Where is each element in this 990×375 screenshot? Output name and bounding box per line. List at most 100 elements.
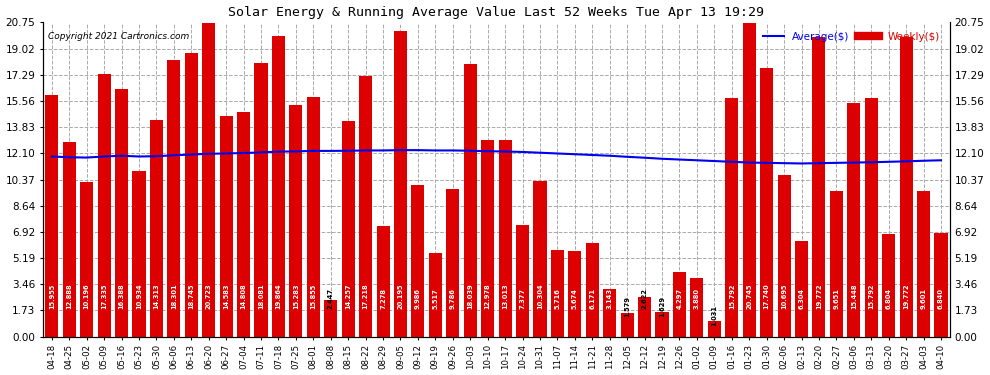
Text: 4.297: 4.297 [676, 288, 682, 309]
Bar [638, 297, 651, 337]
Text: 15.792: 15.792 [868, 284, 874, 309]
Text: 10.934: 10.934 [136, 284, 142, 309]
Text: 12.978: 12.978 [485, 284, 491, 309]
Bar [272, 36, 285, 337]
Text: 1.031: 1.031 [712, 304, 718, 326]
Text: 9.601: 9.601 [921, 288, 927, 309]
Bar [499, 140, 512, 337]
Text: 1.579: 1.579 [624, 297, 631, 317]
Text: 9.786: 9.786 [449, 288, 455, 309]
Text: Copyright 2021 Cartronics.com: Copyright 2021 Cartronics.com [48, 32, 189, 41]
Bar [550, 250, 564, 337]
Bar [185, 53, 198, 337]
Bar [133, 171, 146, 337]
Bar [673, 272, 686, 337]
Bar [534, 181, 546, 337]
Bar [777, 175, 791, 337]
Legend: Average($), Weekly($): Average($), Weekly($) [759, 28, 943, 46]
Text: 18.081: 18.081 [258, 284, 264, 309]
Text: 14.257: 14.257 [346, 284, 351, 309]
Bar [359, 76, 372, 337]
Text: 18.745: 18.745 [188, 284, 194, 309]
Bar [394, 31, 407, 337]
Text: 12.888: 12.888 [66, 284, 72, 309]
Text: 6.804: 6.804 [886, 288, 892, 309]
Bar [46, 95, 58, 337]
Text: 16.388: 16.388 [119, 284, 125, 309]
Bar [446, 189, 459, 337]
Bar [62, 141, 76, 337]
Text: 20.723: 20.723 [206, 284, 212, 309]
Text: 15.448: 15.448 [850, 284, 856, 309]
Text: 14.808: 14.808 [241, 284, 247, 309]
Text: 17.740: 17.740 [763, 284, 769, 309]
Bar [412, 186, 425, 337]
Bar [324, 300, 338, 337]
Text: 9.651: 9.651 [834, 288, 840, 309]
Bar [149, 120, 163, 337]
Text: 19.864: 19.864 [275, 284, 281, 309]
Text: 10.304: 10.304 [537, 284, 543, 309]
Text: 18.301: 18.301 [171, 284, 177, 309]
Text: 19.772: 19.772 [816, 284, 822, 309]
Text: 6.171: 6.171 [589, 288, 595, 309]
Bar [813, 37, 826, 337]
Text: 2.447: 2.447 [328, 288, 334, 309]
Bar [376, 226, 390, 337]
Text: 10.196: 10.196 [84, 284, 90, 309]
Text: 15.955: 15.955 [49, 284, 54, 309]
Bar [900, 37, 913, 337]
Bar [429, 253, 442, 337]
Bar [847, 103, 860, 337]
Bar [830, 190, 842, 337]
Bar [463, 63, 477, 337]
Text: 15.792: 15.792 [729, 284, 735, 309]
Text: 15.855: 15.855 [310, 284, 317, 309]
Text: 19.772: 19.772 [903, 284, 909, 309]
Title: Solar Energy & Running Average Value Last 52 Weeks Tue Apr 13 19:29: Solar Energy & Running Average Value Las… [229, 6, 764, 18]
Text: 1.629: 1.629 [659, 296, 665, 316]
Text: 3.143: 3.143 [607, 288, 613, 309]
Text: 20.195: 20.195 [398, 284, 404, 309]
Text: 5.674: 5.674 [572, 288, 578, 309]
Bar [481, 140, 494, 337]
Text: 7.278: 7.278 [380, 288, 386, 309]
Bar [882, 234, 895, 337]
Bar [655, 312, 668, 337]
Bar [516, 225, 529, 337]
Text: 15.283: 15.283 [293, 284, 299, 309]
Bar [115, 88, 128, 337]
Bar [80, 182, 93, 337]
Text: 20.745: 20.745 [746, 284, 752, 309]
Bar [307, 97, 320, 337]
Bar [167, 60, 180, 337]
Bar [726, 98, 739, 337]
Bar [864, 98, 878, 337]
Bar [917, 191, 930, 337]
Bar [289, 105, 302, 337]
Bar [708, 321, 721, 337]
Bar [690, 278, 704, 337]
Bar [98, 74, 111, 337]
Bar [202, 23, 215, 337]
Bar [760, 68, 773, 337]
Bar [621, 313, 634, 337]
Text: 2.622: 2.622 [642, 288, 647, 309]
Text: 17.218: 17.218 [362, 284, 368, 309]
Bar [220, 116, 233, 337]
Bar [586, 243, 599, 337]
Text: 9.986: 9.986 [415, 288, 421, 309]
Bar [342, 121, 354, 337]
Bar [237, 112, 250, 337]
Bar [603, 289, 616, 337]
Bar [568, 251, 581, 337]
Text: 18.039: 18.039 [467, 284, 473, 309]
Text: 3.880: 3.880 [694, 288, 700, 309]
Text: 6.304: 6.304 [799, 288, 805, 309]
Text: 5.517: 5.517 [433, 289, 439, 309]
Text: 6.840: 6.840 [938, 288, 944, 309]
Text: 5.716: 5.716 [554, 288, 560, 309]
Text: 13.013: 13.013 [502, 284, 508, 309]
Text: 14.313: 14.313 [153, 284, 159, 309]
Text: 10.695: 10.695 [781, 284, 787, 309]
